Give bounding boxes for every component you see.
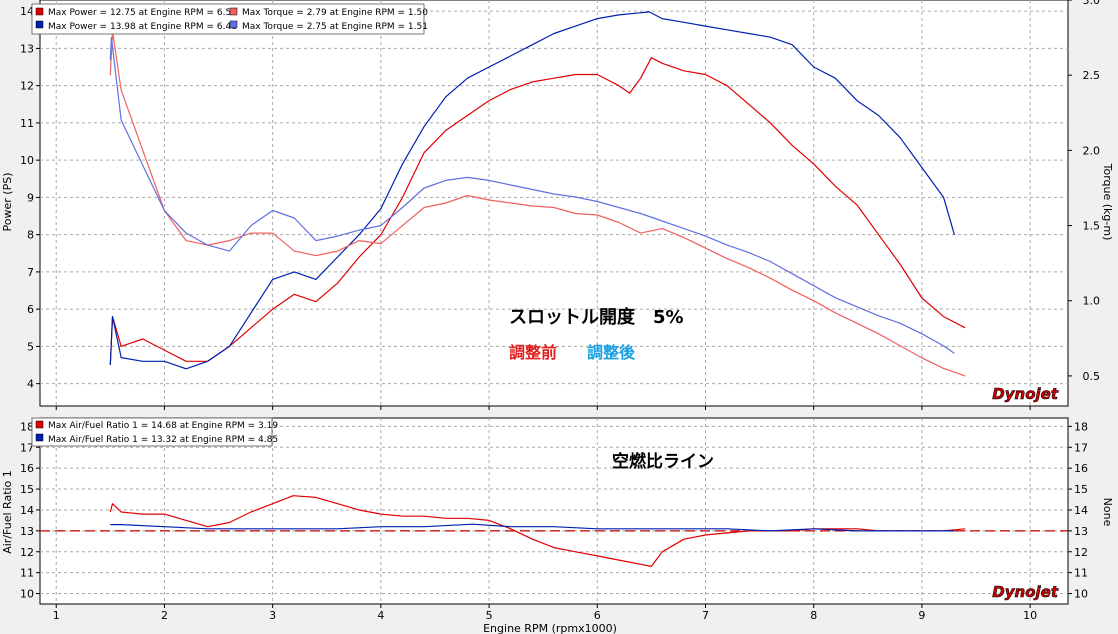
series-line-0 (109, 57, 966, 366)
y-tick-label: 13 (20, 525, 34, 538)
y-tick-label: 6 (27, 303, 34, 316)
y2-tick-label: 14 (1074, 504, 1088, 517)
y2-tick-label: 13 (1074, 525, 1088, 538)
y2-tick-label: 11 (1074, 567, 1088, 580)
y-tick-label: 15 (20, 483, 34, 496)
series-line-1 (109, 11, 955, 370)
y-tick-label: 11 (20, 567, 34, 580)
y2-tick-label: 15 (1074, 483, 1088, 496)
x-tick-label: 10 (1023, 609, 1037, 622)
y2-tick-label: 2.5 (1083, 69, 1101, 82)
legend-marker (229, 7, 238, 16)
y-tick-label: 10 (20, 154, 34, 167)
series-line-3 (109, 36, 955, 354)
legend-marker (229, 20, 238, 29)
x-tick-label: 5 (486, 609, 493, 622)
x-tick-label: 3 (269, 609, 276, 622)
x-tick-label: 7 (702, 609, 709, 622)
rpm-axis-label: Engine RPM (rpmx1000) (483, 622, 617, 634)
y2-tick-label: 2.0 (1083, 144, 1101, 157)
legend-max-torque-before: Max Torque = 2.79 at Engine RPM = 1.50 (242, 8, 428, 18)
y-tick-label: 10 (20, 588, 34, 601)
y2-tick-label: 1.5 (1083, 220, 1101, 233)
y-tick-label: 14 (20, 5, 34, 18)
bottom-legend: Max Air/Fuel Ratio 1 = 14.68 at Engine R… (31, 417, 278, 447)
x-tick-label: 4 (377, 609, 384, 622)
y-tick-label: 11 (20, 117, 34, 130)
y2-tick-label: 17 (1074, 441, 1088, 454)
afr-title: 空燃比ライン (612, 451, 714, 472)
y2-tick-label: 18 (1074, 420, 1088, 433)
top-series (109, 11, 966, 377)
y-tick-label: 5 (27, 340, 34, 353)
y2-tick-label: 16 (1074, 462, 1088, 475)
legend-marker (35, 420, 44, 429)
bottom-grid (40, 418, 1068, 604)
legend-max-power-after: Max Power = 13.98 at Engine RPM = 6.48 (48, 22, 237, 32)
throttle-title: スロットル開度 5% (509, 306, 684, 328)
top-legend: Max Power = 12.75 at Engine RPM = 6.50 M… (31, 3, 428, 35)
bottom-series (40, 495, 1068, 568)
legend-max-power-before: Max Power = 12.75 at Engine RPM = 6.50 (48, 8, 237, 18)
afr-axis-label: Air/Fuel Ratio 1 (1, 470, 14, 554)
bottom-plot-area (39, 417, 1069, 605)
y-tick-label: 18 (20, 420, 34, 433)
y-tick-label: 12 (20, 546, 34, 559)
series-line-1 (110, 523, 955, 532)
x-tick-label: 9 (918, 609, 925, 622)
top-plot-area (39, 0, 1069, 407)
x-tick-label: 6 (594, 609, 601, 622)
none-axis-label: None (1101, 498, 1114, 527)
y2-tick-label: 1.0 (1083, 295, 1101, 308)
legend-max-afr-before: Max Air/Fuel Ratio 1 = 14.68 at Engine R… (48, 421, 278, 431)
legend-max-afr-after: Max Air/Fuel Ratio 1 = 13.32 at Engine R… (48, 435, 278, 445)
legend-marker (35, 7, 44, 16)
y-tick-label: 14 (20, 504, 34, 517)
top-axis-ticks: 4 5 6 7 8 9 10 11 12 13 14 0.5 1.0 1.5 2.0 2.5 3.0 (20, 0, 1100, 410)
label-after: 調整後 (587, 343, 636, 362)
x-tick-label: 1 (53, 609, 60, 622)
y-tick-label: 16 (20, 462, 34, 475)
y-tick-label: 13 (20, 42, 34, 55)
legend-marker (35, 20, 44, 29)
y-tick-label: 9 (27, 191, 34, 204)
y2-tick-label: 10 (1074, 588, 1088, 601)
y-tick-label: 7 (27, 266, 34, 279)
y-tick-label: 8 (27, 229, 34, 242)
label-before: 調整前 (509, 343, 557, 362)
series-line-2 (109, 31, 966, 377)
y2-tick-label: 0.5 (1083, 370, 1101, 383)
y-tick-label: 12 (20, 80, 34, 93)
power-axis-label: Power (PS) (1, 173, 14, 232)
x-tick-label: 2 (161, 609, 168, 622)
legend-marker (35, 433, 44, 442)
y-tick-label: 17 (20, 441, 34, 454)
dynojet-logo-bottom: Dynojet (992, 583, 1059, 601)
torque-axis-label: Torque (kg-m) (1101, 163, 1114, 241)
dynojet-logo-top: Dynojet (992, 385, 1059, 403)
y2-tick-label: 3.0 (1083, 0, 1101, 7)
y-tick-label: 4 (27, 378, 34, 391)
y2-tick-label: 12 (1074, 546, 1088, 559)
x-tick-label: 8 (810, 609, 817, 622)
legend-max-torque-after: Max Torque = 2.75 at Engine RPM = 1.51 (242, 22, 428, 32)
